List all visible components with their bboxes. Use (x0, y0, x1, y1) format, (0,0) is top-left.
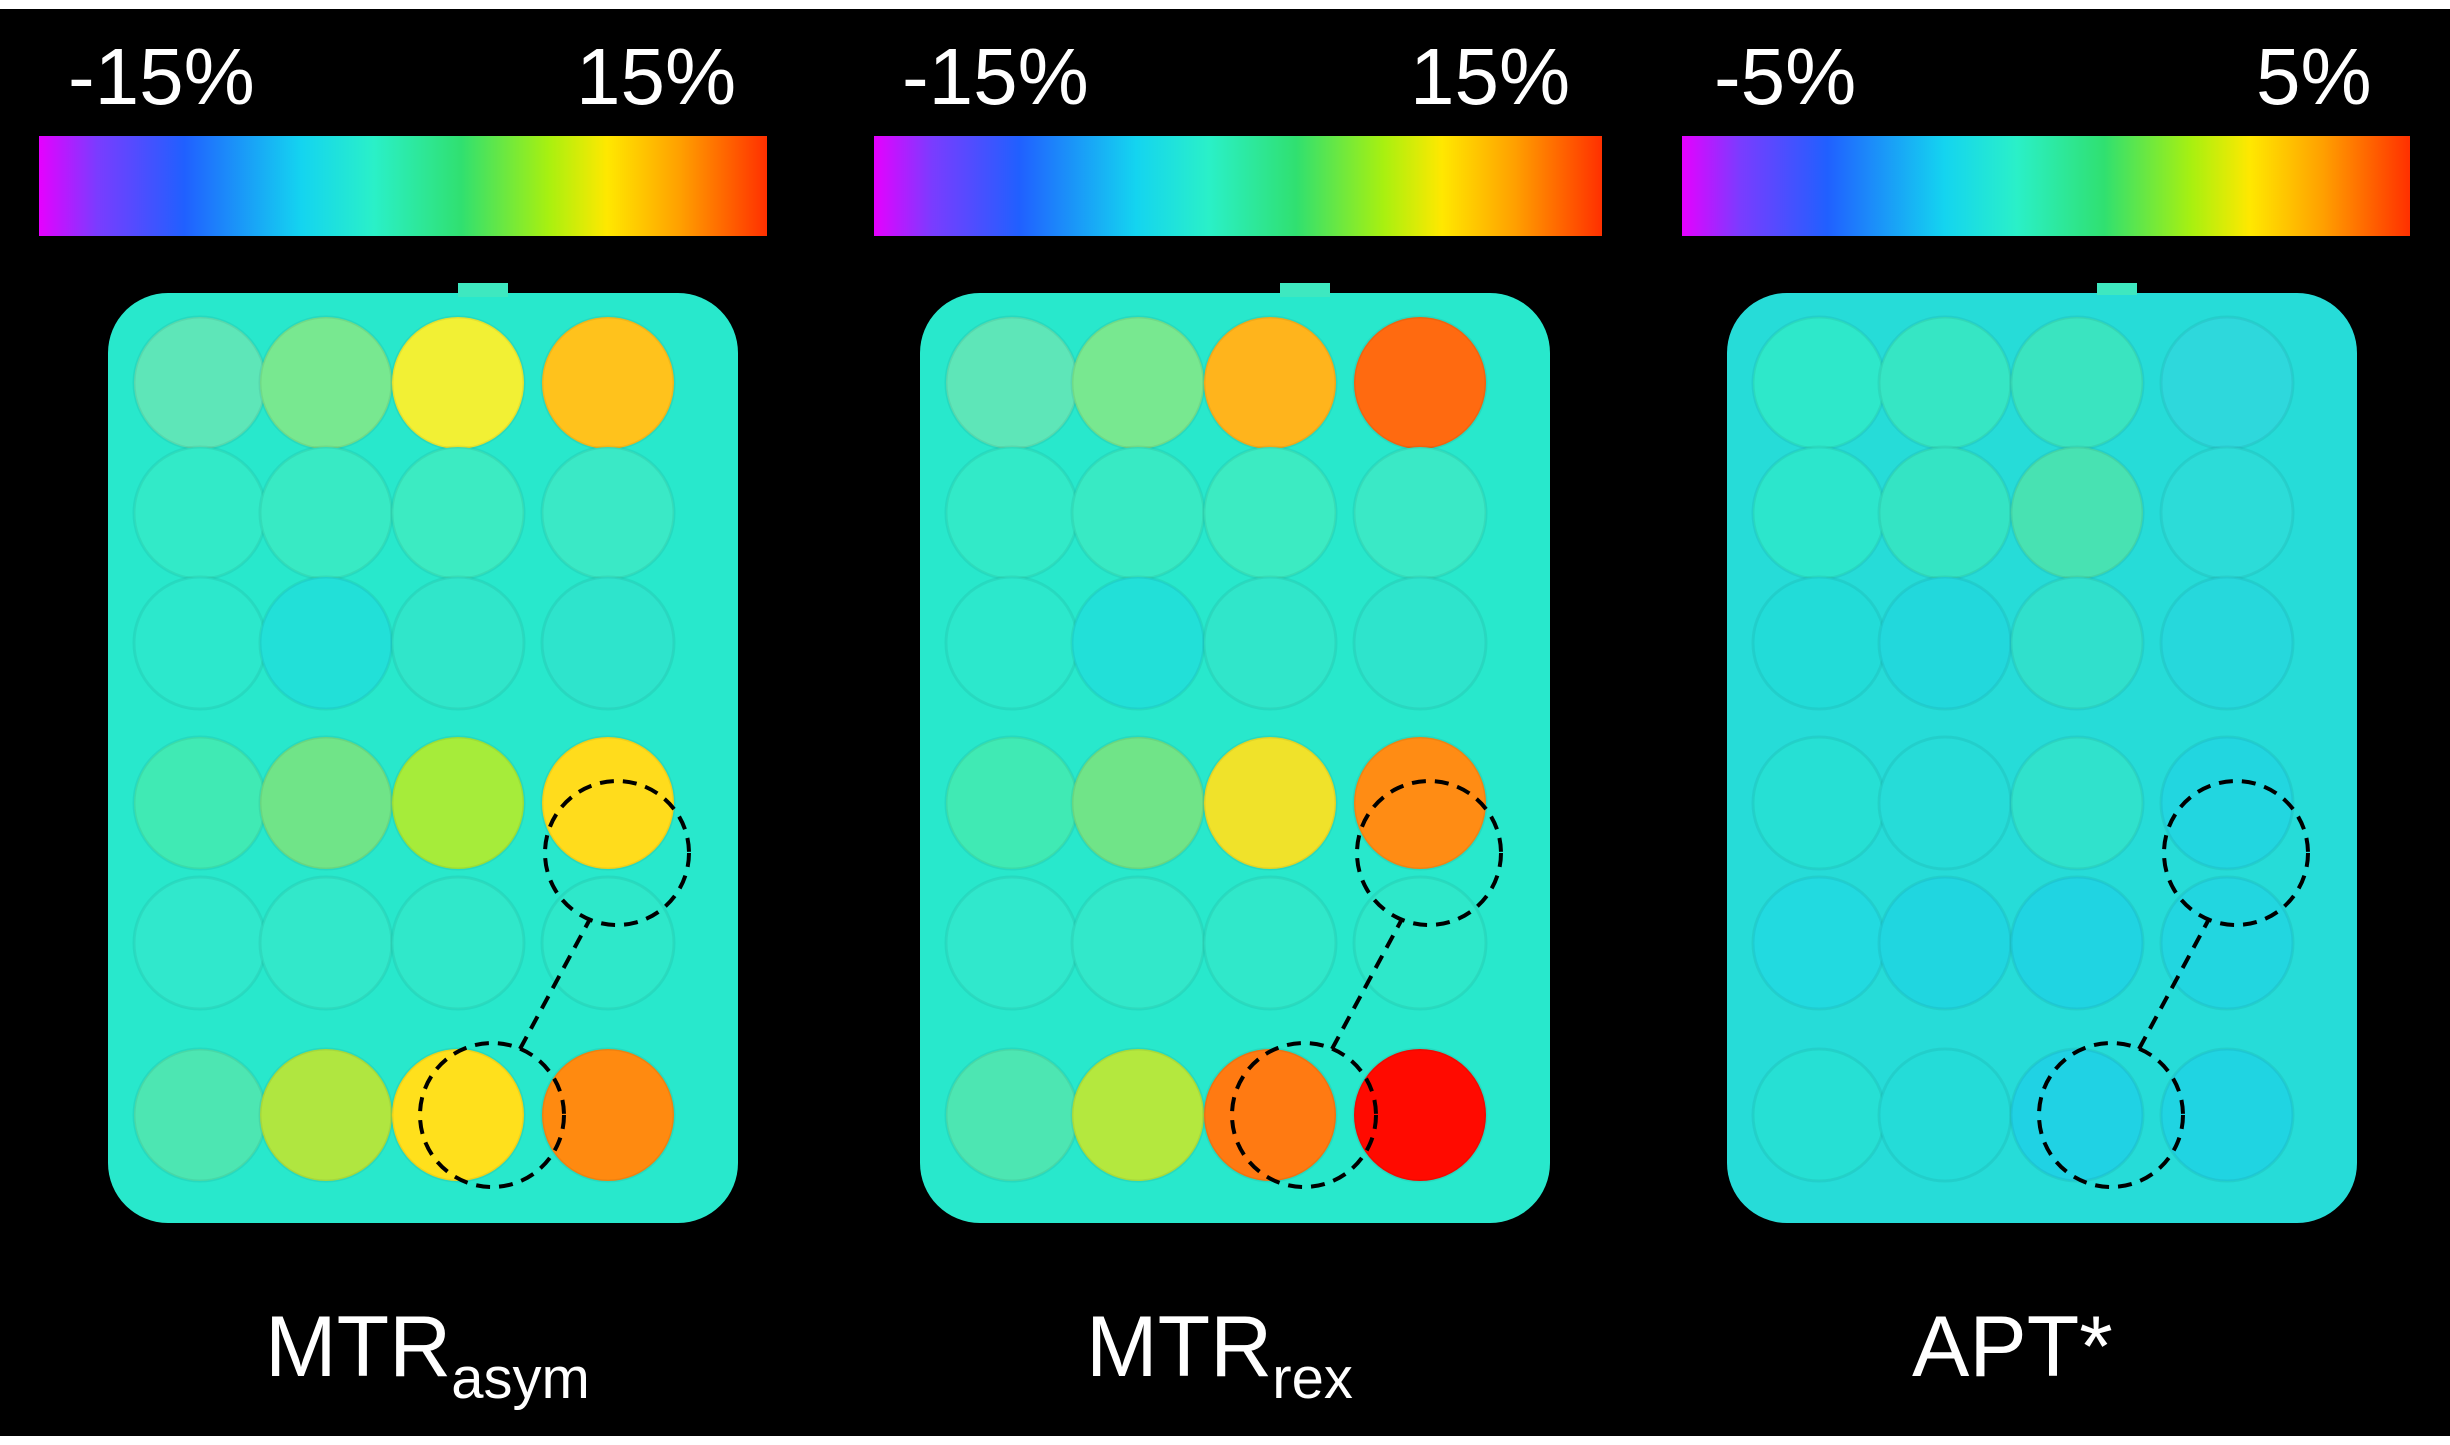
sample-well (2159, 445, 2295, 581)
sample-well (1352, 315, 1488, 451)
sample-well (1352, 575, 1488, 711)
sample-well (258, 315, 394, 451)
panel-mtr-asym: -15% 15% MTRasym (0, 9, 816, 1436)
colorbar-max-label: 15% (1410, 32, 1571, 121)
sample-well (1877, 445, 2013, 581)
sample-well (1202, 315, 1338, 451)
sample-well (2009, 575, 2145, 711)
colorbar-min-label: -15% (902, 32, 1089, 121)
sample-well (540, 735, 676, 871)
sample-well (1352, 1047, 1488, 1183)
sample-well (540, 445, 676, 581)
sample-well (944, 575, 1080, 711)
figure: -15% 15% MTRasym -15% 15% (0, 9, 2450, 1436)
sample-well (2009, 315, 2145, 451)
colorbar (1682, 136, 2410, 236)
colorbar-max-label: 15% (576, 32, 737, 121)
phantom-map (108, 283, 738, 1223)
sample-well (540, 315, 676, 451)
sample-well (132, 315, 268, 451)
sample-well (2159, 875, 2295, 1011)
sample-well (2009, 1047, 2145, 1183)
sample-well (1352, 875, 1488, 1011)
sample-well (1877, 735, 2013, 871)
panel-caption: MTRasym (265, 1299, 590, 1411)
sample-well (944, 735, 1080, 871)
panel-apt: -5% 5% APT* (1632, 9, 2448, 1436)
colorbar (39, 136, 767, 236)
phantom-map (1727, 283, 2357, 1223)
sample-well (2159, 735, 2295, 871)
sample-well (390, 875, 526, 1011)
sample-well (1070, 445, 1206, 581)
sample-well (1202, 735, 1338, 871)
phantom-map (920, 283, 1550, 1223)
panel-mtr-rex: -15% 15% MTRrex (816, 9, 1632, 1436)
sample-well (1070, 735, 1206, 871)
sample-well (1877, 1047, 2013, 1183)
sample-well (132, 735, 268, 871)
sample-well (540, 875, 676, 1011)
sample-well (2159, 315, 2295, 451)
colorbar-max-label: 5% (2256, 32, 2372, 121)
sample-well (1751, 315, 1887, 451)
sample-well (1877, 875, 2013, 1011)
sample-well (132, 875, 268, 1011)
sample-well (2009, 445, 2145, 581)
sample-well (540, 575, 676, 711)
sample-well (2159, 575, 2295, 711)
sample-well (258, 1047, 394, 1183)
sample-well (1070, 315, 1206, 451)
sample-well (258, 445, 394, 581)
sample-well (540, 1047, 676, 1183)
sample-well (390, 1047, 526, 1183)
roi-markers (1230, 779, 1503, 1189)
colorbar-min-label: -15% (68, 32, 255, 121)
sample-well (2009, 735, 2145, 871)
sample-well (1070, 575, 1206, 711)
sample-well (390, 445, 526, 581)
sample-well (1751, 445, 1887, 581)
colorbar-min-label: -5% (1714, 32, 1857, 121)
panel-caption: APT* (1912, 1299, 2113, 1395)
sample-well (132, 445, 268, 581)
roi-markers (418, 779, 691, 1189)
sample-well (1877, 575, 2013, 711)
sample-well (1070, 1047, 1206, 1183)
sample-well (944, 875, 1080, 1011)
sample-well (132, 1047, 268, 1183)
sample-well (1751, 1047, 1887, 1183)
sample-well (1070, 875, 1206, 1011)
sample-well (258, 875, 394, 1011)
sample-well (1202, 445, 1338, 581)
sample-well (1751, 735, 1887, 871)
sample-well (390, 575, 526, 711)
sample-well (1202, 1047, 1338, 1183)
sample-well (1751, 875, 1887, 1011)
sample-well (132, 575, 268, 711)
sample-well (944, 315, 1080, 451)
sample-well (1202, 875, 1338, 1011)
panel-caption: MTRrex (1086, 1299, 1353, 1411)
sample-well (1352, 735, 1488, 871)
sample-well (2159, 1047, 2295, 1183)
sample-well (258, 735, 394, 871)
sample-well (1352, 445, 1488, 581)
sample-well (1751, 575, 1887, 711)
sample-well (944, 445, 1080, 581)
sample-well (944, 1047, 1080, 1183)
sample-well (390, 735, 526, 871)
sample-well (390, 315, 526, 451)
sample-well (1202, 575, 1338, 711)
colorbar (874, 136, 1602, 236)
sample-well (1877, 315, 2013, 451)
sample-well (2009, 875, 2145, 1011)
roi-markers (2037, 779, 2310, 1189)
sample-well (258, 575, 394, 711)
